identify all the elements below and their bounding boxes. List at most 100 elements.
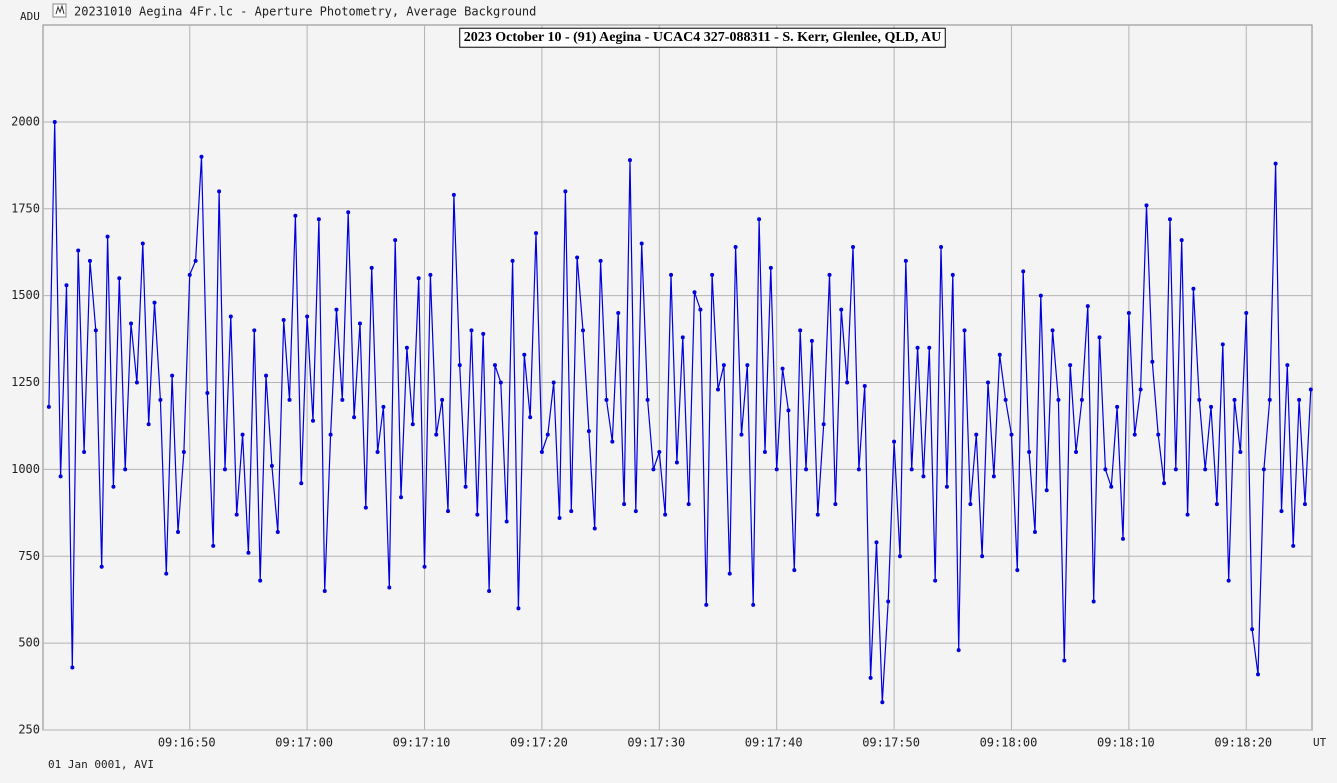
x-tick-label: 09:17:30 bbox=[627, 736, 685, 750]
data-point bbox=[780, 366, 785, 371]
data-point bbox=[663, 512, 668, 517]
data-point bbox=[751, 602, 756, 607]
data-point bbox=[422, 564, 427, 569]
data-point bbox=[140, 241, 145, 246]
data-point bbox=[669, 272, 674, 277]
data-point bbox=[563, 189, 568, 194]
data-point bbox=[821, 422, 826, 427]
data-point bbox=[240, 432, 245, 437]
data-point bbox=[1302, 502, 1307, 507]
data-point bbox=[991, 474, 996, 479]
data-point bbox=[164, 571, 169, 576]
data-point bbox=[1244, 311, 1249, 316]
data-point bbox=[522, 352, 527, 357]
data-point bbox=[1138, 387, 1143, 392]
data-point bbox=[921, 474, 926, 479]
data-point bbox=[1103, 467, 1108, 472]
data-point bbox=[986, 380, 990, 385]
data-point bbox=[152, 300, 157, 305]
data-point bbox=[46, 404, 51, 409]
x-tick-label: 09:17:00 bbox=[275, 736, 333, 750]
data-point bbox=[246, 550, 251, 555]
data-point bbox=[1203, 467, 1208, 472]
data-point bbox=[70, 665, 75, 670]
data-point bbox=[1197, 397, 1202, 402]
data-point bbox=[352, 415, 357, 420]
data-point bbox=[199, 154, 204, 159]
data-point bbox=[1109, 484, 1114, 489]
data-point bbox=[187, 272, 192, 277]
data-point bbox=[264, 373, 269, 378]
y-tick-label: 2000 bbox=[11, 114, 40, 128]
data-point bbox=[275, 529, 280, 534]
data-point bbox=[710, 272, 715, 277]
data-point bbox=[1291, 543, 1296, 548]
data-point bbox=[639, 241, 644, 246]
data-point bbox=[1167, 217, 1172, 222]
data-point bbox=[733, 245, 738, 250]
data-point bbox=[222, 467, 227, 472]
y-axis-label: ADU bbox=[20, 10, 40, 23]
data-point bbox=[64, 283, 69, 288]
data-point bbox=[768, 265, 773, 270]
app-icon-glyph bbox=[55, 4, 65, 15]
data-point bbox=[334, 307, 339, 312]
data-point bbox=[293, 213, 298, 218]
data-point bbox=[1179, 238, 1184, 243]
data-point bbox=[897, 554, 902, 559]
data-point bbox=[950, 272, 955, 277]
data-point bbox=[1256, 672, 1260, 677]
data-point bbox=[117, 276, 122, 281]
data-point bbox=[1032, 529, 1037, 534]
y-tick-label: 1250 bbox=[11, 375, 40, 389]
data-point bbox=[440, 397, 445, 402]
data-point bbox=[176, 529, 180, 534]
data-point bbox=[1267, 397, 1272, 402]
data-point bbox=[457, 363, 462, 368]
data-point bbox=[205, 390, 210, 395]
data-line bbox=[48, 121, 1312, 703]
data-point bbox=[492, 363, 497, 368]
data-point bbox=[586, 429, 591, 434]
data-point bbox=[369, 265, 374, 270]
data-point bbox=[827, 272, 832, 277]
data-point bbox=[375, 450, 380, 455]
x-tick-label: 09:17:10 bbox=[393, 736, 451, 750]
data-point bbox=[528, 415, 533, 420]
data-point bbox=[880, 700, 885, 705]
data-point bbox=[340, 397, 345, 402]
data-point bbox=[58, 474, 63, 479]
data-point bbox=[862, 384, 867, 389]
data-point bbox=[299, 481, 304, 486]
data-point bbox=[1121, 536, 1125, 541]
data-point bbox=[1027, 450, 1032, 455]
data-point bbox=[481, 331, 486, 336]
data-point bbox=[105, 234, 110, 239]
data-point bbox=[1173, 467, 1178, 472]
y-tick-label: 1000 bbox=[11, 462, 40, 476]
data-point bbox=[87, 258, 92, 263]
data-point bbox=[809, 338, 814, 343]
data-point bbox=[804, 467, 809, 472]
data-point bbox=[281, 317, 286, 322]
data-point bbox=[651, 467, 656, 472]
data-point bbox=[903, 258, 908, 263]
data-point bbox=[1297, 397, 1302, 402]
data-point bbox=[93, 328, 98, 333]
data-point bbox=[569, 509, 574, 514]
data-point bbox=[1044, 488, 1049, 493]
data-point bbox=[627, 158, 632, 163]
data-point bbox=[1238, 450, 1243, 455]
data-point bbox=[146, 422, 151, 427]
data-point bbox=[1115, 404, 1120, 409]
data-point bbox=[997, 352, 1002, 357]
data-point bbox=[1261, 467, 1266, 472]
data-point bbox=[181, 450, 186, 455]
data-point bbox=[956, 648, 961, 653]
data-point bbox=[645, 397, 650, 402]
data-point bbox=[1068, 363, 1073, 368]
data-point bbox=[815, 512, 820, 517]
window-title: 20231010 Aegina 4Fr.lc - Aperture Photom… bbox=[74, 5, 536, 19]
data-point bbox=[416, 276, 421, 281]
